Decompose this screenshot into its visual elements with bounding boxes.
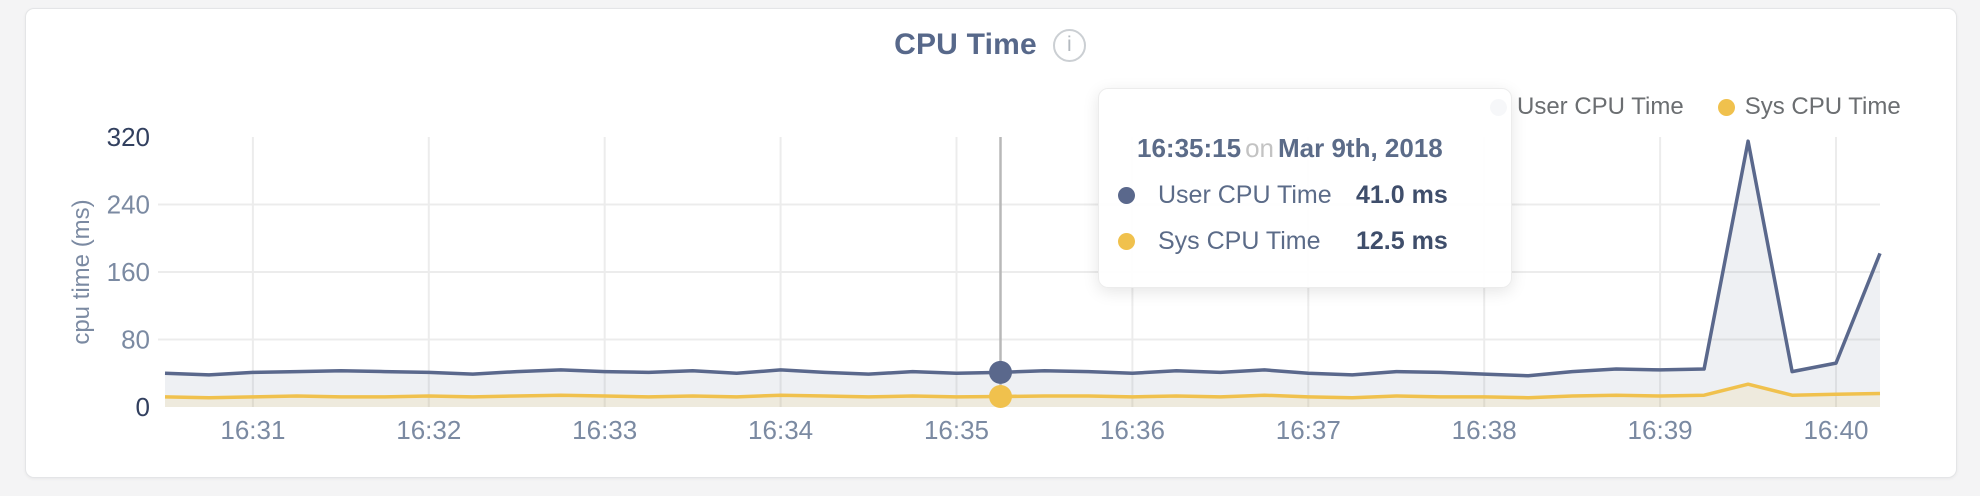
x-axis-tick-label: 16:32 (396, 415, 461, 445)
tooltip-row-sys: Sys CPU Time 12.5 ms (1118, 227, 1511, 256)
card-header: CPU Time i (0, 28, 1980, 62)
tooltip-label-sys: Sys CPU Time (1158, 227, 1321, 255)
x-axis-tick-label: 16:40 (1803, 415, 1868, 445)
x-axis-tick-label: 16:31 (220, 415, 285, 445)
tooltip-header: 16:35:15 on Mar 9th, 2018 (1137, 133, 1511, 164)
legend-item-user-cpu-time[interactable]: User CPU Time (1490, 93, 1684, 121)
user-cpu-area (165, 141, 1880, 407)
sys-hover-point[interactable] (989, 385, 1012, 408)
chart-title: CPU Time (894, 28, 1037, 61)
x-axis-tick-label: 16:34 (748, 415, 813, 445)
tooltip-value-user: 41.0 ms (1356, 181, 1448, 209)
y-axis-tick-label: 320 (107, 122, 150, 152)
info-icon-glyph: i (1067, 33, 1072, 56)
sys-cpu-area (165, 384, 1880, 407)
y-axis-tick-label: 80 (121, 325, 150, 355)
y-axis-tick-label: 240 (107, 190, 150, 220)
legend-item-sys-cpu-time[interactable]: Sys CPU Time (1717, 93, 1901, 121)
x-axis-tick-label: 16:37 (1276, 415, 1341, 445)
y-axis-tick-label: 160 (107, 257, 150, 287)
sys-cpu-line (164, 382, 1881, 400)
user-cpu-line (164, 139, 1882, 378)
x-axis-tick-label: 16:38 (1452, 415, 1517, 445)
tooltip-label-user: User CPU Time (1158, 181, 1332, 209)
sys-series-dot-icon (1118, 233, 1135, 250)
tooltip-time: 16:35:15 (1137, 133, 1242, 163)
tooltip-row-user: User CPU Time 41.0 ms (1118, 181, 1511, 210)
info-icon[interactable]: i (1052, 28, 1086, 62)
x-axis-tick-label: 16:35 (924, 415, 989, 445)
chart-tooltip: 16:35:15 on Mar 9th, 2018 User CPU Time 41… (1098, 88, 1512, 288)
chart-legend: User CPU Time Sys CPU Time (1490, 93, 1901, 121)
sys-series-dot-icon (1717, 98, 1735, 116)
user-hover-point[interactable] (989, 360, 1012, 384)
x-axis-tick-label: 16:36 (1100, 415, 1165, 445)
tooltip-value-sys: 12.5 ms (1356, 227, 1448, 255)
legend-label-sys: Sys CPU Time (1744, 93, 1901, 120)
x-axis-tick-label: 16:33 (572, 415, 637, 445)
legend-label-user: User CPU Time (1517, 93, 1684, 120)
tooltip-on-word: on (1245, 133, 1274, 163)
user-series-dot-icon (1118, 187, 1135, 204)
x-axis-tick-label: 16:39 (1628, 415, 1693, 445)
y-axis-tick-label: 0 (136, 392, 150, 422)
tooltip-date: Mar 9th, 2018 (1278, 133, 1443, 163)
